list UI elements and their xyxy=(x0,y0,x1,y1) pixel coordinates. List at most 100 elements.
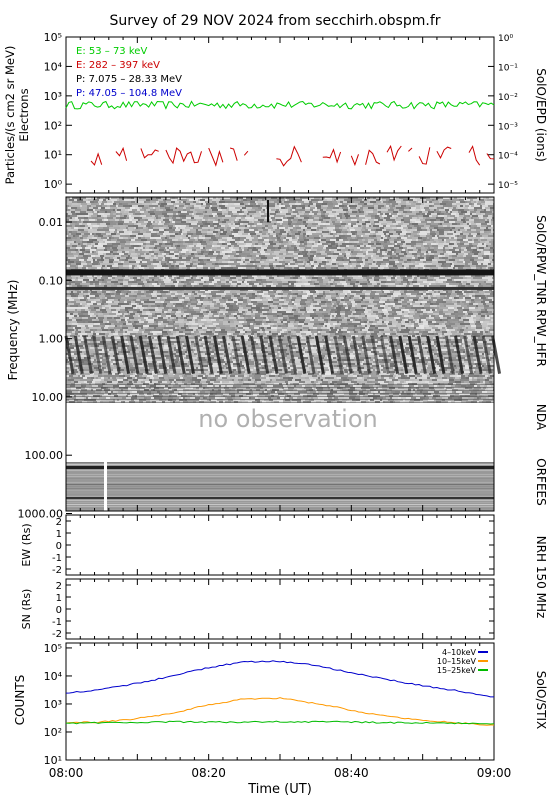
spectrogram-pixel xyxy=(175,241,181,243)
spectrogram-pixel xyxy=(274,201,280,203)
spectrogram-pixel xyxy=(309,263,311,265)
spectrogram-pixel xyxy=(192,247,194,249)
spectrogram-pixel xyxy=(186,201,190,203)
spectrogram-pixel xyxy=(437,259,440,261)
spectrogram-pixel xyxy=(367,267,369,269)
spectrogram-pixel xyxy=(443,261,446,263)
spectrogram-pixel xyxy=(297,249,299,251)
spectrogram-pixel xyxy=(455,227,460,229)
spectrogram-pixel xyxy=(479,217,481,219)
spectrogram-pixel xyxy=(93,225,99,227)
spectrogram-pixel xyxy=(371,237,374,239)
spectrogram-pixel xyxy=(327,203,333,205)
spectrogram-pixel xyxy=(145,235,151,237)
spectrogram-pixel xyxy=(296,281,298,283)
spectrogram-pixel xyxy=(128,281,132,283)
spectrogram-pixel xyxy=(158,223,162,225)
spectrogram-pixel xyxy=(180,223,186,225)
spectrogram-pixel xyxy=(249,283,254,285)
spectrogram-pixel xyxy=(351,223,356,225)
spectrogram-pixel xyxy=(220,279,225,281)
spectrogram-pixel xyxy=(87,265,92,267)
spectrogram-pixel xyxy=(359,277,363,279)
spectrogram-pixel xyxy=(466,203,469,205)
spectrogram-pixel xyxy=(66,231,69,233)
spectrogram-pixel xyxy=(368,207,374,209)
spectrogram-pixel xyxy=(460,241,465,243)
spectrogram-pixel xyxy=(351,221,357,223)
spectrogram-pixel xyxy=(436,279,441,281)
spectrogram-pixel xyxy=(331,257,337,259)
spectrogram-pixel xyxy=(458,257,464,259)
spectrogram-pixel xyxy=(227,207,229,209)
spectrogram-pixel xyxy=(396,221,401,223)
spectrogram-pixel xyxy=(225,201,230,203)
spectrogram-pixel xyxy=(173,261,176,263)
spectrogram-pixel xyxy=(421,245,424,247)
spectrogram-pixel xyxy=(232,199,236,201)
spectrogram-pixel xyxy=(232,237,238,239)
spectrogram-pixel xyxy=(384,247,390,249)
spectrogram-pixel xyxy=(348,221,351,223)
spectrogram-pixel xyxy=(486,281,492,283)
spectrogram-pixel xyxy=(363,207,368,209)
spectrogram-pixel xyxy=(373,211,378,213)
spectrogram-pixel xyxy=(490,253,494,255)
spectrogram-pixel xyxy=(151,231,154,233)
spectrogram-pixel xyxy=(481,261,484,263)
spectrogram-pixel xyxy=(399,209,404,211)
spectrogram-pixel xyxy=(255,267,259,269)
spectrogram-pixel xyxy=(472,261,477,263)
spectrogram-pixel xyxy=(271,249,275,251)
spectrogram-pixel xyxy=(251,227,257,229)
spectrogram-pixel xyxy=(159,243,162,245)
spectrogram-pixel xyxy=(451,213,456,215)
spectrogram-pixel xyxy=(338,279,342,281)
spectrogram-pixel xyxy=(107,237,109,239)
spectrogram-pixel xyxy=(170,207,173,209)
spectrogram-pixel xyxy=(290,275,292,277)
spectrogram-pixel xyxy=(228,257,234,259)
spectrogram-pixel xyxy=(119,267,125,269)
spectrogram-pixel xyxy=(163,233,165,235)
spectrogram-pixel xyxy=(95,255,100,257)
spectrogram-pixel xyxy=(420,207,424,209)
spectrogram-pixel xyxy=(453,207,456,209)
spectrogram-pixel xyxy=(219,241,225,243)
spectrogram-pixel xyxy=(406,229,410,231)
spectrogram-pixel xyxy=(491,223,494,225)
spectrogram-pixel xyxy=(78,203,81,205)
spectrogram-pixel xyxy=(344,255,346,257)
spectrogram-pixel xyxy=(343,263,348,265)
spectrogram-pixel xyxy=(469,219,474,221)
spectrogram-pixel xyxy=(421,203,424,205)
spectrogram-pixel xyxy=(269,241,273,243)
spectrogram-pixel xyxy=(230,275,233,277)
spectrogram-pixel xyxy=(416,207,420,209)
spectrogram-pixel xyxy=(213,277,215,279)
spectrogram-pixel xyxy=(304,201,309,203)
spectrogram-pixel xyxy=(478,263,481,265)
spectrogram-pixel xyxy=(328,209,332,211)
spectrogram-pixel xyxy=(288,211,293,213)
spectrogram-pixel xyxy=(128,283,132,285)
spectrogram-pixel xyxy=(326,241,328,243)
spectrogram-pixel xyxy=(404,253,407,255)
spectrogram-pixel xyxy=(491,265,494,267)
spectrogram-pixel xyxy=(161,279,163,281)
spectrogram-pixel xyxy=(376,263,381,265)
spectrogram-pixel xyxy=(244,213,247,215)
spectrogram-pixel xyxy=(434,221,440,223)
spectrogram-pixel xyxy=(178,211,181,213)
spectrogram-pixel xyxy=(191,235,196,237)
spectrogram-pixel xyxy=(87,243,91,245)
spectrogram-pixel xyxy=(390,247,394,249)
spectrogram-pixel xyxy=(384,249,387,251)
spectrogram-pixel xyxy=(304,249,306,251)
spectrogram-pixel xyxy=(237,283,241,285)
spectrogram-pixel xyxy=(238,237,240,239)
spectrogram-pixel xyxy=(382,199,386,201)
spectrogram-pixel xyxy=(213,241,219,243)
spectrogram-pixel xyxy=(222,203,228,205)
spectrogram-pixel xyxy=(217,243,222,245)
